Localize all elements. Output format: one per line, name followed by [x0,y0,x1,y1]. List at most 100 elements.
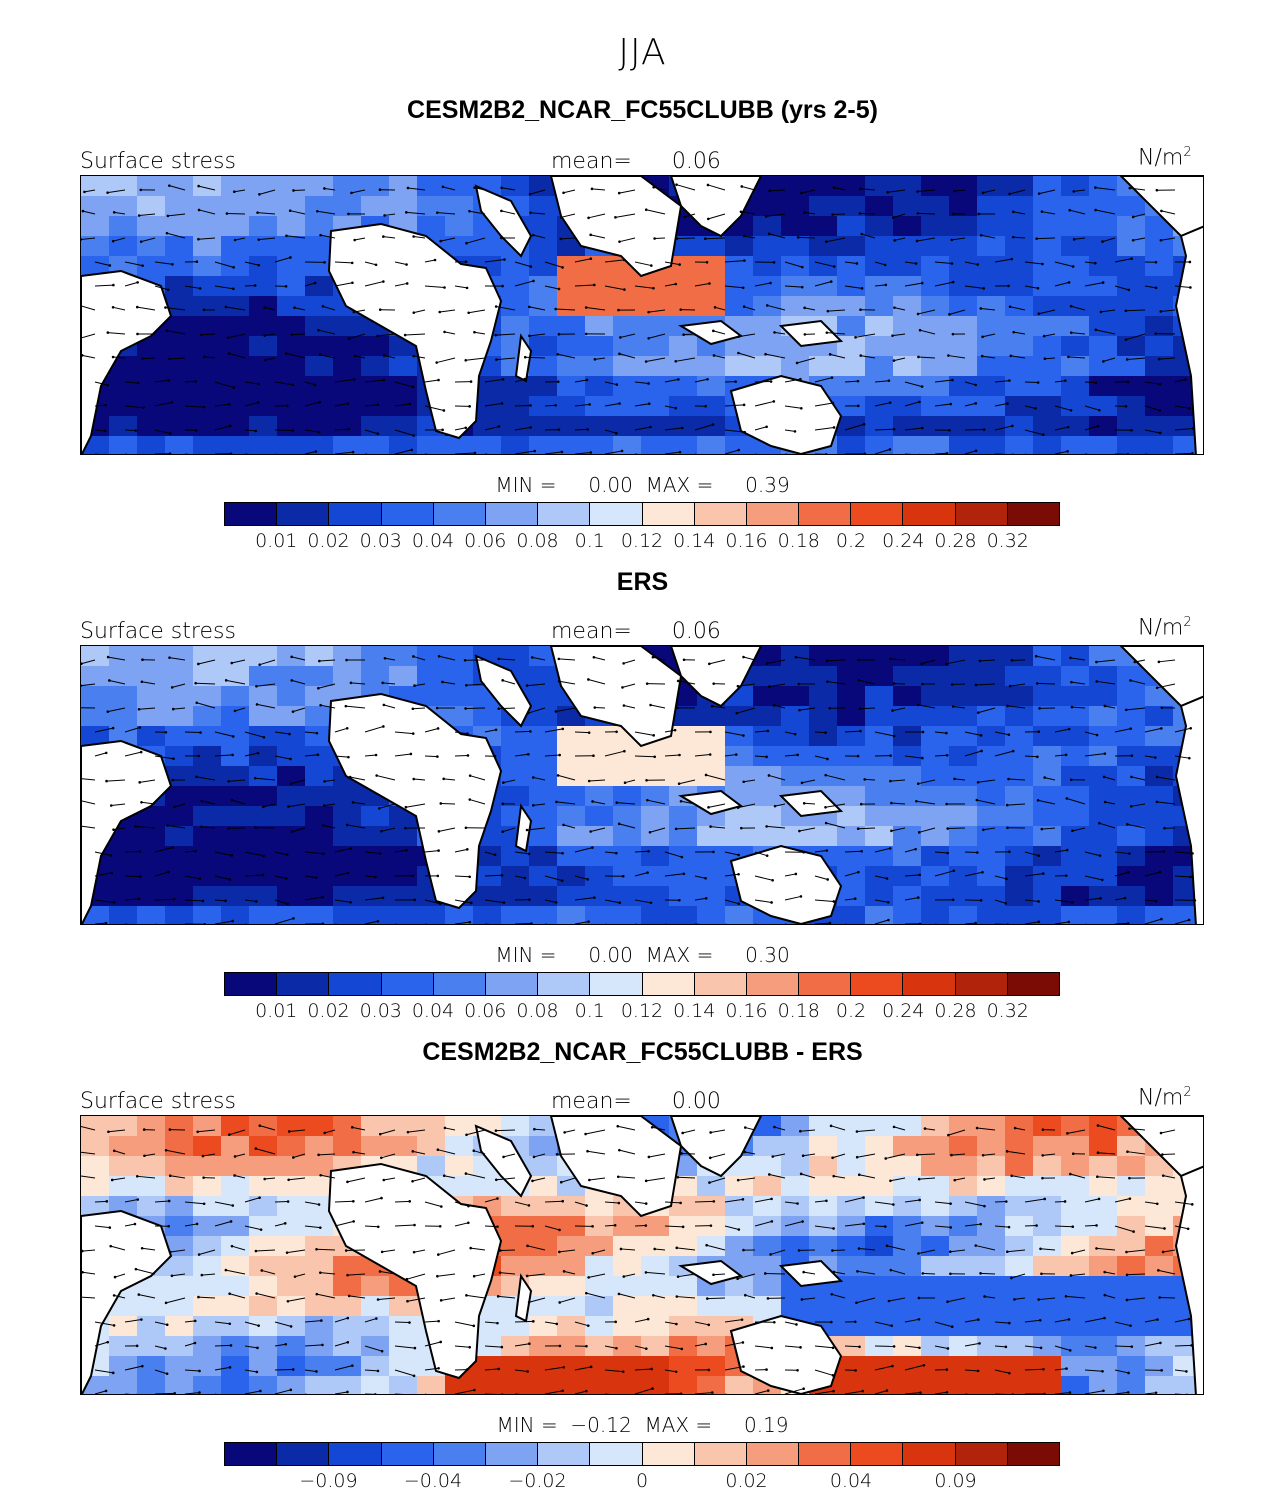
field-cell [613,1316,642,1337]
field-cell [921,726,950,747]
field-cell [445,906,474,924]
wind-vector [364,920,379,924]
wind-vector [165,1297,186,1304]
wind-vector-head [802,1270,805,1274]
wind-vector-head [860,232,864,236]
wind-vector [316,1293,336,1299]
wind-vector [1009,306,1026,311]
wind-vector-head [983,1295,986,1298]
wind-vector [1129,1128,1146,1131]
field-cell [165,1376,194,1394]
wind-vector [1114,258,1132,263]
wind-vector [784,873,796,877]
wind-vector [407,187,426,191]
wind-vector [244,752,259,757]
wind-vector-head [765,304,769,307]
field-cell [277,1136,306,1157]
wind-vector-head [803,306,806,310]
wind-vector-head [976,1318,980,1321]
field-cell [333,1336,362,1357]
field-cell [613,866,642,887]
wind-vector-head [112,283,115,287]
wind-vector-head [916,703,920,707]
wind-vector-head [556,380,560,383]
field-cell [1089,906,1118,924]
wind-vector-head [919,1391,922,1394]
wind-vector-head [1190,1203,1194,1206]
wind-vector [1084,261,1096,264]
wind-vector-head [886,900,890,904]
wind-vector [364,754,377,757]
wind-vector [274,917,294,924]
wind-vector-head [352,310,356,314]
field-cell [1005,316,1034,337]
field-cell [221,1176,250,1197]
colorbar-tick-label: 0.03 [359,1000,402,1022]
field-cell [305,236,334,257]
wind-vector-head [862,1196,865,1199]
field-cell [725,706,754,727]
wind-vector [934,403,951,407]
wind-vector-head [263,306,267,309]
wind-vector [1069,209,1086,215]
wind-vector [574,428,588,431]
field-cell [165,866,194,887]
wind-vector-head [644,1202,648,1205]
field-cell [557,886,586,907]
wind-vector-head [766,729,770,733]
wind-vector [544,1321,557,1325]
colorbar-swatch [433,503,486,525]
wind-vector-head [588,403,591,406]
wind-vector [1024,851,1039,857]
wind-vector-head [706,217,710,221]
wind-vector-head [232,386,236,389]
panel-2-mean-value: 0.06 [671,619,721,644]
wind-vector [857,1153,876,1158]
field-cell [389,176,418,197]
wind-vector [214,425,231,431]
field-cell [557,1376,586,1394]
field-cell [781,1236,810,1257]
wind-vector [934,731,947,734]
wind-vector [592,800,606,805]
wind-vector [1144,405,1160,411]
wind-vector [437,1149,456,1155]
wind-vector [214,261,234,268]
wind-vector [166,330,186,335]
wind-vector [978,779,996,783]
field-cell [949,376,978,397]
field-cell [725,236,754,257]
wind-vector [405,333,426,336]
wind-vector [214,381,234,389]
wind-vector [530,189,546,195]
field-cell [109,416,138,437]
wind-vector-head [586,878,589,881]
wind-vector-head [528,334,531,338]
field-cell [893,706,922,727]
wind-vector [94,404,106,407]
colorbar-swatch [590,503,643,525]
field-cell [529,786,558,807]
field-cell [949,786,978,807]
field-cell [361,1276,390,1297]
wind-vector-head [253,284,257,287]
field-cell [1033,256,1062,277]
field-cell [865,1296,894,1317]
field-cell [1033,1276,1062,1297]
wind-vector-head [860,287,864,290]
wind-vector [1130,679,1146,685]
colorbar-tick-label: 0.18 [777,1000,820,1022]
wind-vector-head [563,1131,566,1134]
wind-vector [526,827,546,831]
wind-vector [424,899,441,905]
field-cell [305,826,334,847]
wind-vector [803,1153,816,1157]
wind-vector-head [256,211,259,214]
field-cell [165,336,194,357]
wind-vector [586,306,606,311]
wind-vector [484,1345,502,1348]
wind-vector-head [257,1324,260,1327]
wind-vector [244,899,257,902]
wind-vector [724,899,739,905]
field-cell [837,886,866,907]
